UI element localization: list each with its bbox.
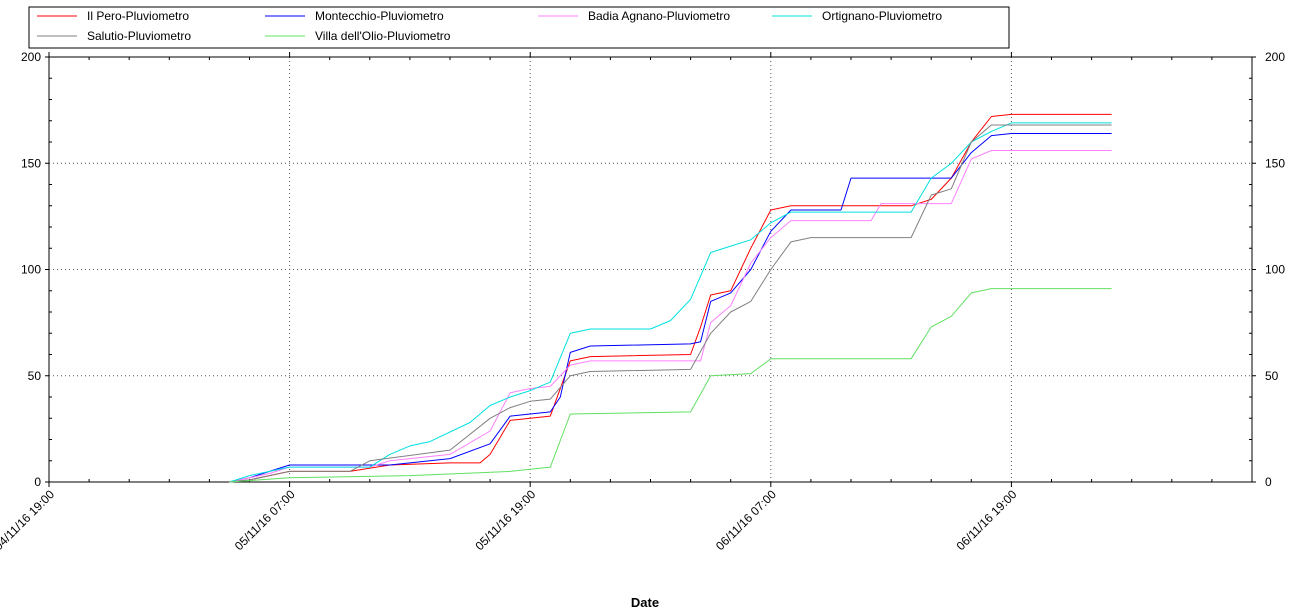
legend-label-badia-agnano-pluviometro: Badia Agnano-Pluviometro xyxy=(588,9,730,23)
x-tick-label: 06/11/16 19:00 xyxy=(954,487,1020,553)
legend-label-il-pero-pluviometro: Il Pero-Pluviometro xyxy=(87,9,189,23)
series-line-il-pero-pluviometro xyxy=(229,113,1112,483)
y-tick-label-right: 100 xyxy=(1265,263,1285,277)
y-tick-label-left: 100 xyxy=(21,263,41,277)
legend: Il Pero-Pluviometro Montecchio-Pluviometr… xyxy=(28,6,1010,49)
series-lines xyxy=(229,113,1112,483)
series-line-villa-dell-olio-pluviometro xyxy=(229,288,1112,483)
x-tick-label: 05/11/16 19:00 xyxy=(472,487,538,553)
grid xyxy=(49,57,1252,482)
x-tick-label: 05/11/16 07:00 xyxy=(232,487,298,553)
legend-box xyxy=(28,6,1010,49)
series-line-ortignano-pluviometro xyxy=(229,122,1112,483)
y-tick-label-right: 200 xyxy=(1265,50,1285,64)
legend-label-montecchio-pluviometro: Montecchio-Pluviometro xyxy=(315,9,444,23)
y-tick-label-right: 150 xyxy=(1265,156,1285,170)
y-tick-label-left: 200 xyxy=(21,50,41,64)
legend-label-ortignano-pluviometro: Ortignano-Pluviometro xyxy=(822,9,942,23)
legend-label-villa-dell-olio-pluviometro: Villa dell'Olio-Pluviometro xyxy=(315,29,451,43)
x-axis-label: Date xyxy=(631,595,659,610)
series-line-montecchio-pluviometro xyxy=(229,133,1112,483)
y-tick-label-right: 0 xyxy=(1265,475,1272,489)
y-tick-label-right: 50 xyxy=(1265,369,1279,383)
series-line-salutio-pluviometro xyxy=(229,124,1112,483)
series-line-badia-agnano-pluviometro xyxy=(229,150,1112,483)
legend-label-salutio-pluviometro: Salutio-Pluviometro xyxy=(87,29,191,43)
x-tick-label: 06/11/16 07:00 xyxy=(713,487,779,553)
x-tick-label: 04/11/16 19:00 xyxy=(0,487,57,553)
y-tick-label-left: 50 xyxy=(28,369,42,383)
y-tick-label-left: 0 xyxy=(34,475,41,489)
y-tick-label-left: 150 xyxy=(21,156,41,170)
